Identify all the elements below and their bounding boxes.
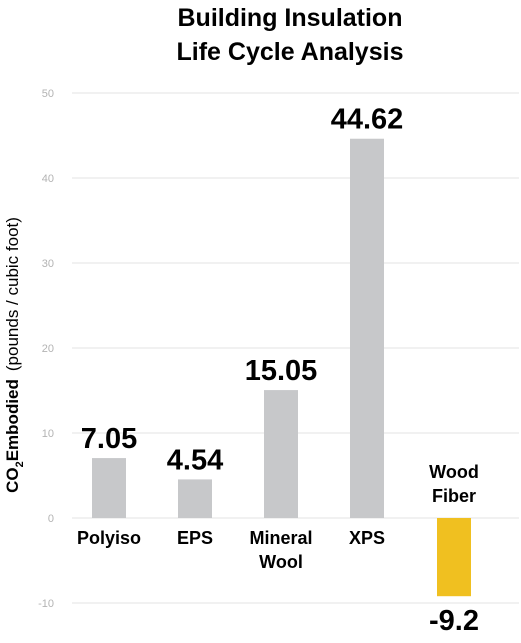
- data-label: 4.54: [167, 444, 223, 476]
- category-label: Wood: [429, 462, 479, 482]
- chart-title-line-2: Life Cycle Analysis: [177, 38, 404, 66]
- y-axis-label-embodied: Embodied: [3, 379, 22, 461]
- bar: [437, 518, 471, 597]
- bars: [92, 138, 471, 597]
- y-axis-label-co: CO: [3, 467, 22, 493]
- y-tick-label: 50: [42, 88, 54, 100]
- y-tick-label: 10: [42, 428, 54, 440]
- bar: [350, 138, 384, 519]
- category-labels: Polyiso EPS Mineral Wool XPS Wood Fiber: [77, 462, 479, 572]
- y-tick-labels: 50 40 30 20 10 0 -10: [38, 88, 54, 610]
- data-label: -9.2: [429, 605, 479, 637]
- category-label: XPS: [349, 528, 385, 548]
- y-tick-label: 20: [42, 343, 54, 355]
- category-label: EPS: [177, 528, 213, 548]
- y-tick-label: 30: [42, 258, 54, 270]
- data-label: 15.05: [245, 355, 318, 387]
- y-tick-label: 0: [48, 513, 54, 525]
- value-labels: 7.05 4.54 15.05 44.62 -9.2: [81, 104, 479, 637]
- bar: [178, 479, 212, 518]
- category-label: Wool: [259, 552, 303, 572]
- y-axis-label-units: (pounds / cubic foot): [3, 217, 22, 371]
- chart-title: Building Insulation Life Cycle Analysis: [177, 4, 404, 66]
- bar: [264, 390, 298, 518]
- data-label: 7.05: [81, 423, 137, 455]
- category-label: Polyiso: [77, 528, 141, 548]
- y-axis-label-subscript: 2: [14, 461, 26, 467]
- chart-title-line-1: Building Insulation: [178, 4, 403, 32]
- y-tick-label: 40: [42, 173, 54, 185]
- category-label: Fiber: [432, 486, 476, 506]
- data-label: 44.62: [331, 104, 404, 136]
- y-axis-label: CO2Embodied (pounds / cubic foot): [3, 217, 26, 493]
- y-tick-label: -10: [38, 598, 54, 610]
- bar: [92, 458, 126, 518]
- category-label: Mineral: [249, 528, 312, 548]
